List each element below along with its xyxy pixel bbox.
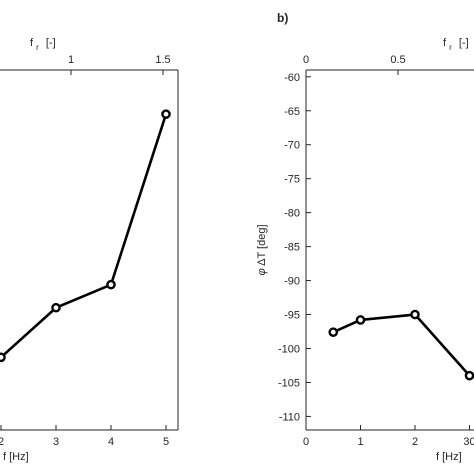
panel-b-y-axis-title: φ ΔT [deg] — [256, 224, 268, 275]
panel-a-top-axis-unit: [-] — [46, 37, 56, 49]
panel-b-series — [328, 309, 474, 381]
panel-a-series-point — [51, 302, 61, 313]
panel-a-bottom-ticks: 2 3 4 5 — [0, 425, 169, 448]
panel-b-bottom-ticks: 0 1 2 30 — [303, 425, 474, 448]
panel-b-top-tick-label: 0 — [303, 54, 309, 66]
panel-b-bottom-tick-label: 2 — [412, 436, 418, 448]
panel-b-label: b) — [277, 11, 288, 25]
panel-a-top-tick-label: 1.5 — [155, 54, 170, 66]
panel-a-series-line — [0, 113, 168, 359]
panel-a-series-point — [106, 279, 116, 290]
panel-b-y-tick-label: -90 — [284, 276, 300, 288]
panel-b-y-tick-label: -75 — [284, 174, 300, 186]
panel-b-y-tick-label: -100 — [278, 343, 300, 355]
panel-b-series-point — [355, 315, 366, 325]
panel-a-top-tick-label: 1 — [68, 54, 74, 66]
panel-b-bottom-axis-title: f [Hz] — [436, 451, 462, 463]
panel-b-y-tick-label: -95 — [284, 310, 300, 322]
panel-a-bottom-tick-label: 5 — [163, 436, 169, 448]
panel-b-y-tick-label: -60 — [284, 72, 300, 84]
panel-a-top-axis-subscript: r — [36, 43, 39, 52]
panel-a-top-ticks: 1 1.5 — [68, 54, 171, 75]
panel-a-series-point — [0, 352, 6, 363]
panel-b-y-tick-label: -70 — [284, 140, 300, 152]
panel-b-series-line — [332, 313, 471, 377]
panel-b-top-axis-unit: [-] — [459, 37, 469, 49]
panel-a-series — [0, 109, 171, 363]
panel-b-top-tick-label: 0.5 — [390, 54, 405, 66]
panel-b-y-ticks: -110 -105 -100 -95 -90 -85 -80 -75 -70 -65 -60 — [278, 72, 311, 423]
panel-b-bottom-tick-label: 0 — [303, 436, 309, 448]
panel-b-y-tick-label: -85 — [284, 242, 300, 254]
panel-b-bottom-tick-label: 30 — [463, 436, 474, 448]
panel-b-top-axis-symbol: f — [443, 37, 447, 49]
panel-b-y-axis-label: ΔT [deg] — [256, 224, 268, 265]
panel-b-series-point — [464, 370, 474, 381]
panel-a-bottom-axis-title: f [Hz] — [3, 451, 29, 463]
panel-a-bottom-tick-label: 2 — [0, 436, 4, 448]
panel-b-series-point — [328, 327, 339, 337]
panel-b-bottom-tick-label: 1 — [357, 436, 363, 448]
panel-a-top-axis-title: f r [-] — [30, 37, 56, 53]
panel-a-bottom-tick-label: 3 — [53, 436, 59, 448]
panel-b-top-ticks: 0 0.5 — [303, 54, 406, 75]
panel-b-y-tick-label: -80 — [284, 208, 300, 220]
panel-b-y-tick-label: -105 — [278, 377, 300, 389]
panel-b-top-axis-title: f r [-] — [443, 37, 469, 53]
panel-a-series-point — [161, 109, 171, 119]
panel-b-top-axis-subscript: r — [449, 43, 452, 52]
panel-b-series-point — [410, 309, 420, 320]
panel-b: b) -110-105-100-95-90-85-80-75-70-65-60 … — [256, 11, 474, 463]
panel-a-bottom-tick-label: 4 — [108, 436, 114, 448]
panel-a-top-axis-symbol: f — [30, 37, 34, 49]
panel-b-y-tick-label: -110 — [279, 411, 300, 423]
panel-b-y-tick-label: -65 — [284, 106, 300, 118]
panel-b-y-axis-symbol: φ — [256, 268, 268, 275]
